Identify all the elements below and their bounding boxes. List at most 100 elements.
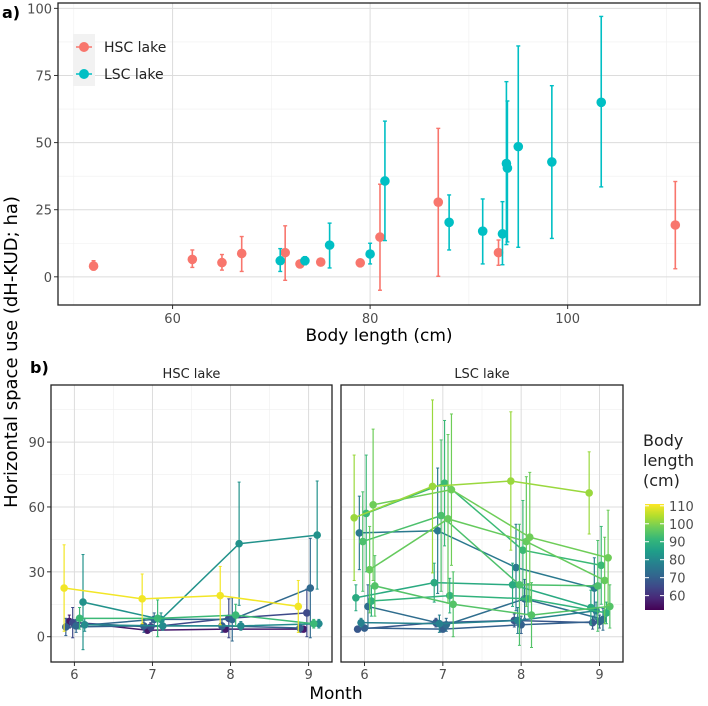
y-tick-label: 75 [35,69,52,84]
data-point [153,614,162,623]
fish-trajectory-line [64,587,299,608]
y-tick-label: 90 [28,436,45,451]
data-point-hsc [355,258,366,268]
colorbar-title: Body [643,431,683,450]
fish-trajectory-line [76,587,311,627]
data-point-lsc [324,240,335,250]
data-point-hsc [315,257,326,267]
y-tick-label: 0 [44,271,52,286]
data-point-lsc [300,255,310,266]
x-tick-label: 7 [148,668,156,683]
data-point [367,597,376,605]
data-point [371,582,379,590]
data-point-hsc [493,247,504,258]
data-point [430,578,439,587]
data-point [303,609,311,617]
data-point [79,598,87,606]
fish-trajectory-line [359,529,595,589]
data-point [146,623,155,631]
data-point [507,477,515,485]
data-point-lsc [513,141,524,152]
data-point [216,591,225,600]
data-point-lsc [380,176,390,186]
fish-trajectory-line [371,594,607,614]
panel-a-label: a) [2,3,20,22]
data-point [350,513,358,522]
data-point [428,482,437,491]
data-point-hsc [88,261,99,271]
data-point [513,616,522,625]
colorbar-gradient-bar [645,504,664,610]
x-tick-label: 8 [517,668,525,683]
facet-border [50,384,333,663]
x-tick-label: 80 [362,312,379,327]
data-point [604,553,612,562]
data-point [519,546,527,555]
facet-border [340,384,624,663]
colorbar-tick-label: 110 [669,500,694,515]
x-tick-label: 60 [164,312,181,327]
colorbar-tick-label: 90 [669,536,686,551]
data-point [449,600,457,609]
data-point [75,614,84,623]
data-point-lsc [275,255,286,266]
y-axis-label: Horizontal space use (dH-KUD; ha) [1,196,22,508]
facet-strip-label: LSC lake [454,367,509,382]
data-point-lsc [444,217,454,228]
y-tick-label: 50 [35,137,52,152]
data-point [515,581,524,589]
data-point-lsc [497,229,508,239]
facet-strip-label: HSC lake [163,367,221,382]
data-point [600,576,609,585]
fish-trajectory-line [367,598,604,626]
data-point-hsc [375,232,385,242]
panel-a-border [57,2,701,306]
data-point [602,609,611,617]
data-point [447,485,456,494]
x-tick-label: 7 [439,668,447,683]
data-point [508,581,517,589]
data-point-lsc [547,157,557,167]
colorbar-tick-label: 60 [669,590,686,605]
data-point [306,584,315,592]
data-point [585,489,593,497]
fish-trajectory-line [82,534,318,621]
legend-label: LSC lake [104,67,164,83]
facet-lsc-lake: LSC lake 6 7 8 9 [340,367,624,683]
data-point [365,565,374,574]
fish-trajectory-line [79,614,314,625]
legend-label: HSC lake [104,40,166,56]
legend: HSC lake LSC lake [73,34,166,86]
legend-key-point [79,42,89,52]
x-tick-label: 6 [360,668,368,683]
colorbar-tick-label: 100 [669,518,694,533]
colorbar-title: (cm) [643,471,680,490]
data-point [360,624,369,632]
x-tick-label: 9 [304,668,312,683]
data-point [369,500,377,509]
data-point [442,621,451,629]
y-tick-label: 0 [37,631,45,646]
data-point-hsc [236,248,247,259]
fish-trajectory-line [84,622,319,627]
fish-trajectory-line [361,610,597,625]
data-point [606,602,614,611]
data-point-lsc [502,163,513,173]
data-point [525,533,534,542]
data-point [62,623,70,631]
x-tick-label: 8 [226,668,234,683]
data-point [355,529,364,537]
y-tick-label: 25 [35,204,52,219]
data-point-hsc [433,197,444,207]
panel-a-x-axis-label: Body length (cm) [305,326,452,346]
data-point-lsc [596,97,607,108]
data-point [597,561,606,570]
y-tick-label: 30 [28,566,45,581]
data-point [358,537,367,546]
legend-key-point [79,69,89,79]
data-point [231,611,240,619]
data-point-lsc [365,249,375,259]
data-point-hsc [280,247,290,258]
data-point [235,539,243,548]
